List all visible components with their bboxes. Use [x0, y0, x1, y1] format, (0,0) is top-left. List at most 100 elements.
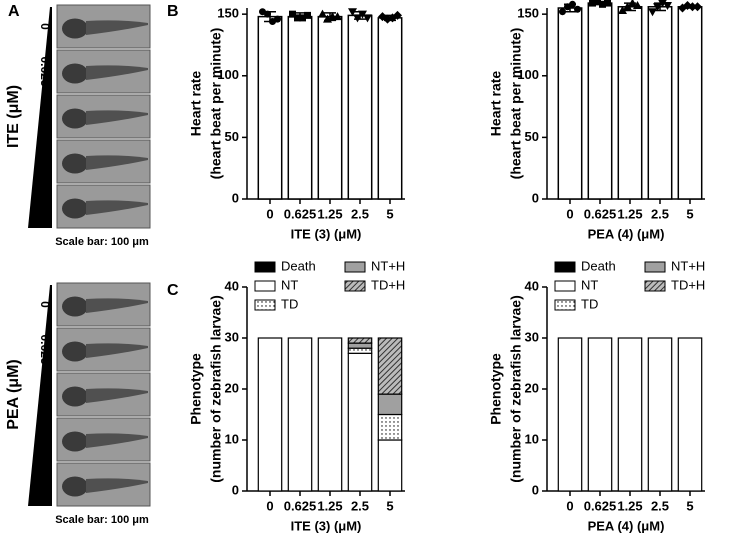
y-tick-label: 0 — [532, 190, 539, 205]
embryo-tail — [86, 200, 148, 215]
data-point — [333, 12, 342, 21]
data-point — [304, 11, 311, 19]
data-point — [658, 0, 667, 8]
y-tick-label: 10 — [525, 431, 539, 446]
embryo-tail — [86, 20, 148, 35]
embryo-tail — [86, 110, 148, 125]
legend-label: NT — [281, 277, 298, 292]
bar — [317, 15, 343, 200]
x-tick-label: 0 — [266, 206, 273, 221]
legend-label: Death — [281, 258, 316, 273]
dose-label: 1.25 — [38, 105, 52, 129]
data-point — [604, 0, 611, 7]
bar-segment — [377, 439, 403, 492]
y-tick-label: 150 — [217, 6, 239, 21]
bar — [347, 14, 373, 200]
bar-segment — [557, 337, 583, 492]
bar — [587, 2, 613, 200]
x-tick-label: 2.5 — [351, 206, 369, 221]
data-point — [353, 14, 362, 23]
dose-label: 5 — [38, 481, 52, 488]
legend-swatch — [644, 261, 666, 273]
x-tick-label: 5 — [686, 206, 693, 221]
data-point — [594, 0, 601, 6]
legend-swatch — [644, 280, 666, 292]
embryo-yolk — [62, 108, 88, 129]
panel-label: B — [167, 3, 179, 20]
embryo-yolk — [62, 63, 88, 84]
bar-segment — [347, 352, 373, 492]
y-tick-label: 20 — [225, 380, 239, 395]
y-tick-label: 20 — [525, 380, 539, 395]
embryo-tail — [86, 155, 148, 170]
dose-label: 0 — [38, 23, 52, 30]
data-point — [264, 10, 271, 18]
x-axis-label: ITE (3) (μM) — [291, 518, 362, 533]
y-tick-label: 50 — [525, 129, 539, 144]
data-point — [618, 5, 627, 14]
embryo-yolk — [62, 431, 88, 452]
legend-label: Death — [581, 258, 616, 273]
dose-label: 2.5 — [38, 153, 52, 170]
legend-swatch — [554, 280, 576, 292]
data-point — [599, 0, 606, 8]
data-point — [628, 0, 637, 7]
data-point — [633, 1, 642, 10]
bar — [617, 6, 643, 200]
y-axis-label: Phenotype — [488, 353, 504, 425]
bar-segment — [377, 393, 403, 416]
bar — [677, 6, 703, 200]
legend-swatch — [254, 280, 276, 292]
legend-swatch — [254, 299, 276, 311]
x-tick-label: 1.25 — [617, 206, 642, 221]
embryo-tail — [86, 65, 148, 80]
legend-label: NT+H — [371, 258, 405, 273]
data-point — [589, 0, 596, 7]
embryo-tail — [86, 388, 148, 403]
group-title: PEA (μM) — [5, 359, 22, 430]
x-tick-label: 1.25 — [617, 498, 642, 513]
legend-swatch — [554, 261, 576, 273]
data-point — [294, 14, 301, 22]
embryo-tail — [86, 298, 148, 313]
dose-triangle — [28, 7, 52, 228]
x-tick-label: 5 — [686, 498, 693, 513]
legend-swatch — [554, 299, 576, 311]
x-tick-label: 1.25 — [317, 206, 342, 221]
x-tick-label: 0.625 — [584, 498, 617, 513]
dose-label: 0.625 — [38, 56, 52, 86]
dose-label: 1.25 — [38, 383, 52, 407]
embryo-yolk — [62, 153, 88, 174]
legend-label: TD+H — [671, 277, 705, 292]
x-tick-label: 0.625 — [284, 206, 317, 221]
bar-segment — [347, 342, 373, 349]
bar-segment — [377, 337, 403, 395]
x-tick-label: 5 — [386, 206, 393, 221]
bar-segment — [257, 337, 283, 492]
data-point — [363, 14, 372, 23]
panel-label: A — [8, 3, 20, 20]
x-tick-label: 0 — [266, 498, 273, 513]
y-tick-label: 40 — [525, 278, 539, 293]
embryo-tail — [86, 343, 148, 358]
y-tick-label: 0 — [532, 482, 539, 497]
legend-swatch — [344, 280, 366, 292]
x-tick-label: 1.25 — [317, 498, 342, 513]
y-axis-label: Heart rate — [488, 71, 504, 137]
dose-triangle — [28, 285, 52, 506]
y-axis-label: (heart beat per minute) — [208, 28, 224, 180]
embryo-yolk — [62, 18, 88, 39]
dose-label: 0 — [38, 301, 52, 308]
bar — [557, 7, 583, 200]
y-axis-label: Phenotype — [188, 353, 204, 425]
panel-label: C — [167, 282, 179, 299]
data-point — [323, 14, 332, 23]
x-tick-label: 5 — [386, 498, 393, 513]
y-tick-label: 0 — [232, 482, 239, 497]
bar-segment — [317, 337, 343, 492]
bar — [257, 15, 283, 200]
embryo-tail — [86, 433, 148, 448]
scale-bar-label: Scale bar: 100 μm — [55, 236, 149, 248]
bar — [647, 6, 673, 200]
